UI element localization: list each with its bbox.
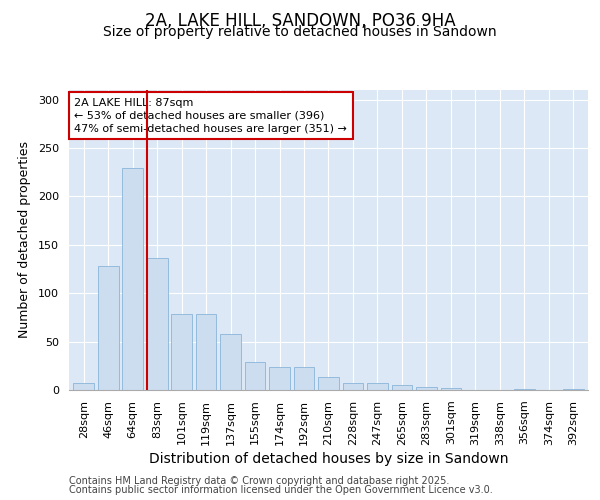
Bar [367, 383, 388, 390]
Bar [269, 367, 290, 390]
Bar [196, 314, 217, 390]
Text: Contains public sector information licensed under the Open Government Licence v3: Contains public sector information licen… [69, 485, 493, 495]
Bar [343, 383, 364, 390]
Text: 2A, LAKE HILL, SANDOWN, PO36 9HA: 2A, LAKE HILL, SANDOWN, PO36 9HA [145, 12, 455, 30]
Bar [318, 378, 339, 390]
Bar [147, 258, 167, 390]
Bar [98, 266, 119, 390]
Text: Contains HM Land Registry data © Crown copyright and database right 2025.: Contains HM Land Registry data © Crown c… [69, 476, 449, 486]
Bar [220, 334, 241, 390]
Bar [245, 362, 265, 390]
Text: Size of property relative to detached houses in Sandown: Size of property relative to detached ho… [103, 25, 497, 39]
Bar [392, 385, 412, 390]
Bar [440, 388, 461, 390]
Text: 2A LAKE HILL: 87sqm
← 53% of detached houses are smaller (396)
47% of semi-detac: 2A LAKE HILL: 87sqm ← 53% of detached ho… [74, 98, 347, 134]
Bar [563, 389, 584, 390]
Bar [514, 389, 535, 390]
Bar [293, 367, 314, 390]
Bar [73, 383, 94, 390]
Bar [122, 168, 143, 390]
Y-axis label: Number of detached properties: Number of detached properties [18, 142, 31, 338]
Bar [416, 387, 437, 390]
X-axis label: Distribution of detached houses by size in Sandown: Distribution of detached houses by size … [149, 452, 508, 466]
Bar [171, 314, 192, 390]
